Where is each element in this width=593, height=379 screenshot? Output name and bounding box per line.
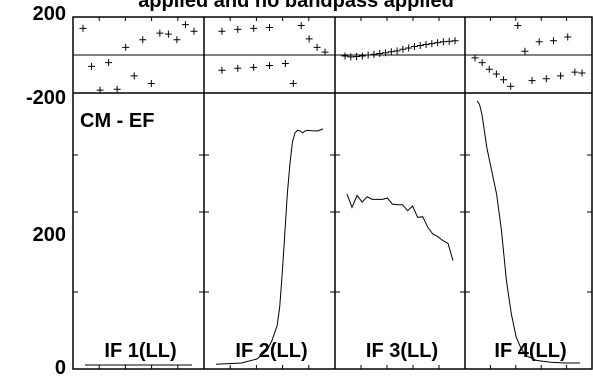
phase-marker [305,35,313,43]
phase-marker [173,36,181,44]
phase-marker [428,40,436,48]
phase-marker [164,30,172,38]
phase-marker [113,85,121,93]
phase-marker [234,64,242,72]
phase-marker [364,51,372,59]
plot-border [72,16,593,370]
phase-marker [399,45,407,53]
panel-name: IF 2(LL) [235,340,307,362]
phase-marker [471,54,479,62]
phase-marker [234,25,242,33]
phase-marker [358,52,366,60]
phase-marker [313,43,321,51]
phase-marker [321,48,329,56]
phase-marker [542,75,550,83]
phase-marker [218,66,226,74]
phase-marker [445,37,453,45]
phase-marker [218,27,226,35]
phase-marker [434,39,442,47]
phase-marker [422,41,430,49]
phase-marker [147,80,155,87]
phase-marker [416,42,424,49]
phase-marker [549,37,557,45]
phase-marker [500,76,508,84]
amplitude-tick-label: 200 [33,224,66,246]
phase-marker [281,60,289,68]
phase-marker [478,59,486,67]
phase-marker [130,72,138,80]
tick-marks [73,17,592,369]
phase-marker [514,22,522,30]
phase-marker [376,49,384,57]
panel-name: IF 3(LL) [366,340,438,362]
phase-marker [353,53,361,61]
phase-tick-label: -200 [26,87,66,109]
phase-marker [250,24,258,32]
phase-marker [139,36,147,44]
phase-marker [88,62,96,70]
source-label: CM - EF [80,110,154,132]
phase-marker [535,38,543,46]
phase-marker [564,33,572,41]
amplitude-lines [85,100,580,366]
phase-marker [250,63,258,71]
amplitude-line [476,100,580,364]
panel-name: IF 1(LL) [104,340,176,362]
phase-marker [122,43,130,51]
phase-marker [105,59,113,67]
phase-marker [507,82,515,90]
phase-marker [266,61,273,69]
phase-marker [266,23,273,31]
phase-marker [571,68,579,76]
phase-marker [410,42,418,50]
phase-tick-label: 200 [33,3,66,25]
phase-marker [521,47,529,55]
phase-marker [528,77,536,85]
phase-marker [181,21,189,29]
amplitude-line [215,128,324,365]
phase-marker [578,69,586,77]
phase-marker [485,65,493,73]
phase-marker [190,27,198,35]
panel-names: IF 1(LL) IF 2(LL) IF 3(LL) IF 4(LL) [104,340,566,362]
axis-labels: 200 -200 0 200 [26,3,66,379]
chart-title: applied and no bandpass applied [138,0,454,12]
panel-frames [72,16,593,370]
phase-marker [451,37,459,45]
phase-marker [393,47,401,55]
amplitude-line [346,193,454,261]
phase-marker [297,22,305,30]
phase-marker [156,29,164,37]
phase-markers [79,21,586,94]
phase-marker [382,49,390,57]
phase-marker [492,70,500,78]
phase-marker [370,50,378,58]
amplitude-tick-label: 0 [55,357,66,379]
phase-marker [405,44,413,52]
phase-marker [341,52,349,60]
phase-marker [79,24,87,32]
phase-marker [557,72,565,80]
panel-name: IF 4(LL) [494,340,566,362]
phase-marker [96,86,104,94]
phase-marker [387,48,395,56]
phase-marker [289,80,297,87]
